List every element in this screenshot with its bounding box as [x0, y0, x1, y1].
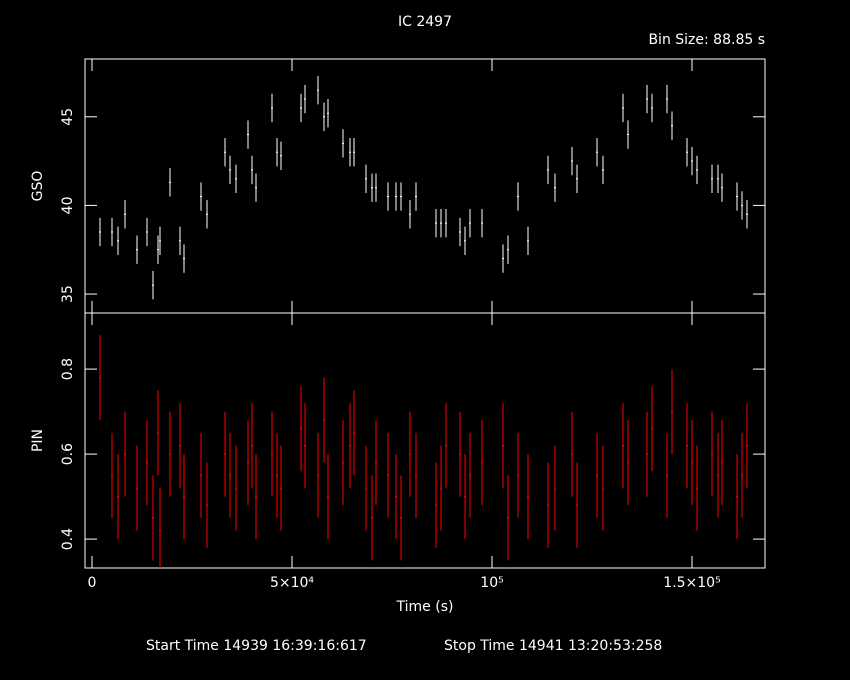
y-tick-label: 35 — [60, 285, 76, 303]
x-tick-label: 0 — [88, 575, 97, 591]
plot-frame — [84, 312, 766, 569]
x-tick-label: 5×10⁴ — [270, 575, 314, 591]
y-tick-label: 0.6 — [60, 443, 76, 465]
y-tick-label: 0.8 — [60, 358, 76, 380]
chart-title: IC 2497 — [398, 14, 452, 30]
bin-size: Bin Size: 88.85 s — [648, 32, 765, 48]
series — [99, 76, 748, 300]
y-tick-label: 0.4 — [60, 528, 76, 550]
plot-frame — [84, 58, 766, 314]
start-time: Start Time 14939 16:39:16:617 — [146, 638, 367, 654]
y-axis-label: GSO — [30, 171, 46, 202]
stop-time: Stop Time 14941 13:20:53:258 — [444, 638, 662, 654]
y-tick-label: 45 — [60, 108, 76, 126]
x-axis-label: Time (s) — [396, 599, 454, 615]
y-tick-label: 40 — [60, 196, 76, 214]
x-tick-label: 1.5×10⁵ — [663, 575, 720, 591]
y-axis-label: PIN — [30, 429, 46, 452]
x-tick-label: 10⁵ — [480, 575, 503, 591]
series — [99, 335, 748, 568]
